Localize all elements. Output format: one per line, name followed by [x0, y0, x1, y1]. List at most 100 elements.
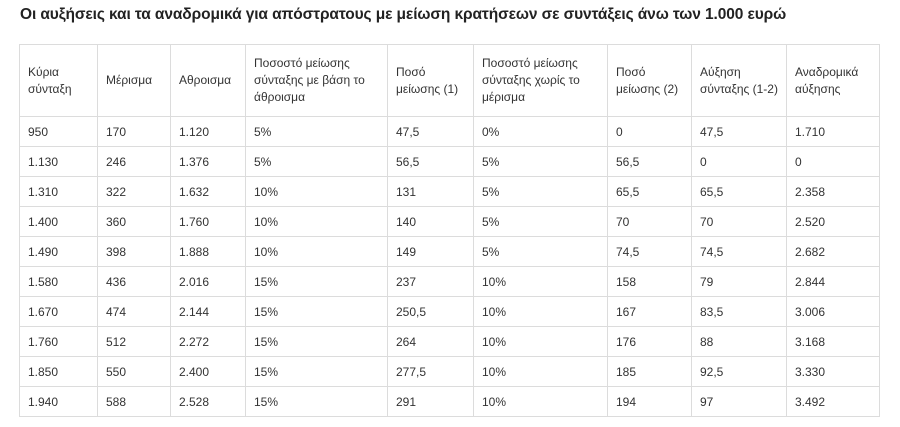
table-cell: 588: [97, 386, 171, 417]
table-cell: 2.272: [170, 326, 246, 357]
column-header: Κύρια σύνταξη: [19, 44, 98, 117]
table-cell: 74,5: [607, 236, 692, 267]
table-cell: 10%: [245, 176, 388, 207]
table-cell: 1.120: [170, 116, 246, 147]
table-cell: 246: [97, 146, 171, 177]
table-cell: 1.400: [19, 206, 98, 237]
table-cell: 0: [607, 116, 692, 147]
table-cell: 92,5: [691, 356, 787, 387]
table-cell: 0: [786, 146, 880, 177]
table-cell: 291: [387, 386, 474, 417]
table-body: 950 170 1.120 5% 47,5 0% 0 47,5 1.710 1.130 246 1.3…: [19, 116, 880, 417]
table-cell: 2.520: [786, 206, 880, 237]
table-row: 1.400 360 1.760 10% 140 5% 70 70 2.520: [19, 206, 880, 237]
table-cell: 3.330: [786, 356, 880, 387]
table-cell: 512: [97, 326, 171, 357]
table-cell: 2.144: [170, 296, 246, 327]
table-cell: 1.710: [786, 116, 880, 147]
table-cell: 550: [97, 356, 171, 387]
table-row: 950 170 1.120 5% 47,5 0% 0 47,5 1.710: [19, 116, 880, 147]
table-row: 1.310 322 1.632 10% 131 5% 65,5 65,5 2.358: [19, 176, 880, 207]
table-cell: 950: [19, 116, 98, 147]
table-cell: 1.632: [170, 176, 246, 207]
table-cell: 277,5: [387, 356, 474, 387]
table-cell: 149: [387, 236, 474, 267]
table-cell: 322: [97, 176, 171, 207]
column-header: Αθροισμα: [170, 44, 246, 117]
table-cell: 131: [387, 176, 474, 207]
table-cell: 194: [607, 386, 692, 417]
table-cell: 47,5: [387, 116, 474, 147]
table-cell: 1.760: [170, 206, 246, 237]
table-cell: 264: [387, 326, 474, 357]
table-cell: 1.376: [170, 146, 246, 177]
table-cell: 10%: [473, 326, 608, 357]
table-cell: 2.682: [786, 236, 880, 267]
table-cell: 10%: [473, 266, 608, 297]
table-row: 1.580 436 2.016 15% 237 10% 158 79 2.844: [19, 266, 880, 297]
table-cell: 3.006: [786, 296, 880, 327]
table-cell: 5%: [245, 116, 388, 147]
table-row: 1.940 588 2.528 15% 291 10% 194 97 3.492: [19, 386, 880, 417]
table-cell: 185: [607, 356, 692, 387]
table-row: 1.760 512 2.272 15% 264 10% 176 88 3.168: [19, 326, 880, 357]
table-cell: 10%: [473, 296, 608, 327]
table-cell: 3.168: [786, 326, 880, 357]
table-cell: 2.844: [786, 266, 880, 297]
table-cell: 65,5: [691, 176, 787, 207]
page-title: Οι αυξήσεις και τα αναδρομικά για απόστρ…: [20, 6, 787, 23]
table-cell: 10%: [473, 386, 608, 417]
table-row: 1.130 246 1.376 5% 56,5 5% 56,5 0 0: [19, 146, 880, 177]
column-header: Αναδρομικά αύξησης: [786, 44, 880, 117]
table-cell: 70: [691, 206, 787, 237]
table-cell: 2.400: [170, 356, 246, 387]
table-cell: 65,5: [607, 176, 692, 207]
table-cell: 2.528: [170, 386, 246, 417]
table-cell: 79: [691, 266, 787, 297]
table-cell: 0: [691, 146, 787, 177]
table-cell: 170: [97, 116, 171, 147]
pension-table: Κύρια σύνταξη Μέρισμα Αθροισμα Ποσοστό μείω…: [19, 44, 880, 417]
table-cell: 56,5: [387, 146, 474, 177]
table-cell: 2.016: [170, 266, 246, 297]
table-cell: 5%: [473, 146, 608, 177]
table-cell: 15%: [245, 386, 388, 417]
table-cell: 176: [607, 326, 692, 357]
table-cell: 398: [97, 236, 171, 267]
table-cell: 2.358: [786, 176, 880, 207]
table-cell: 10%: [245, 206, 388, 237]
table-cell: 1.490: [19, 236, 98, 267]
table-cell: 1.130: [19, 146, 98, 177]
table-cell: 1.760: [19, 326, 98, 357]
table-cell: 70: [607, 206, 692, 237]
table-cell: 5%: [245, 146, 388, 177]
table-cell: 5%: [473, 206, 608, 237]
table-cell: 1.670: [19, 296, 98, 327]
table-cell: 88: [691, 326, 787, 357]
table-row: 1.490 398 1.888 10% 149 5% 74,5 74,5 2.682: [19, 236, 880, 267]
table-cell: 15%: [245, 296, 388, 327]
table-cell: 47,5: [691, 116, 787, 147]
table-cell: 1.580: [19, 266, 98, 297]
table-cell: 167: [607, 296, 692, 327]
table-cell: 140: [387, 206, 474, 237]
table-cell: 15%: [245, 266, 388, 297]
table-cell: 474: [97, 296, 171, 327]
table-cell: 5%: [473, 176, 608, 207]
table-cell: 97: [691, 386, 787, 417]
column-header: Ποσοστό μείωσης σύνταξης με βάση το άθρο…: [245, 44, 388, 117]
table-header-row: Κύρια σύνταξη Μέρισμα Αθροισμα Ποσοστό μείω…: [19, 44, 880, 117]
column-header: Ποσό μείωσης (1): [387, 44, 474, 117]
data-table-container: Κύρια σύνταξη Μέρισμα Αθροισμα Ποσοστό μείω…: [19, 44, 880, 417]
column-header: Ποσοστό μείωσης σύνταξης χωρίς το μέρισμ…: [473, 44, 608, 117]
table-cell: 10%: [245, 236, 388, 267]
table-cell: 1.850: [19, 356, 98, 387]
column-header: Μέρισμα: [97, 44, 171, 117]
table-cell: 5%: [473, 236, 608, 267]
table-cell: 1.310: [19, 176, 98, 207]
table-cell: 56,5: [607, 146, 692, 177]
table-cell: 15%: [245, 356, 388, 387]
column-header: Αύξηση σύνταξης (1-2): [691, 44, 787, 117]
table-cell: 237: [387, 266, 474, 297]
table-cell: 250,5: [387, 296, 474, 327]
